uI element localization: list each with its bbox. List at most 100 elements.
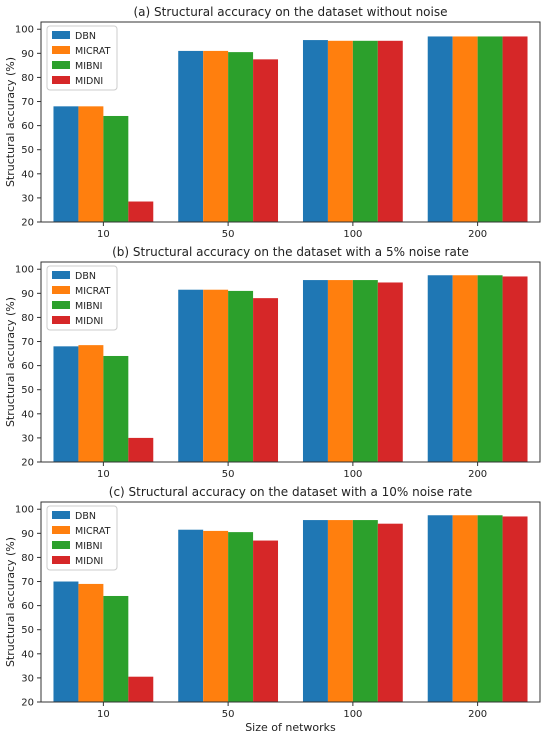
legend-label-midni: MIDNI bbox=[75, 316, 103, 327]
legend-swatch-midni bbox=[52, 76, 70, 84]
legend-label-midni: MIDNI bbox=[75, 556, 103, 567]
bar-midni-10 bbox=[128, 437, 154, 462]
legend-label-micrat: MICRAT bbox=[75, 526, 111, 537]
y-tick-label: 60 bbox=[21, 121, 34, 132]
y-tick-label: 90 bbox=[21, 289, 34, 300]
y-tick-label: 30 bbox=[21, 193, 34, 204]
legend-label-midni: MIDNI bbox=[75, 76, 103, 87]
bar-micrat-200 bbox=[452, 515, 478, 702]
legend-swatch-micrat bbox=[52, 46, 70, 54]
y-tick-label: 100 bbox=[15, 265, 34, 276]
bar-mibni-100 bbox=[352, 520, 378, 702]
bar-micrat-10 bbox=[78, 345, 104, 462]
y-tick-label: 30 bbox=[21, 433, 34, 444]
legend-label-mibni: MIBNI bbox=[75, 301, 102, 312]
y-tick-label: 70 bbox=[21, 577, 34, 588]
y-tick-label: 20 bbox=[21, 218, 34, 229]
bar-mibni-100 bbox=[352, 280, 378, 462]
legend-swatch-dbn bbox=[52, 271, 70, 279]
bar-micrat-200 bbox=[452, 275, 478, 462]
y-tick-label: 90 bbox=[21, 529, 34, 540]
bar-midni-50 bbox=[253, 59, 279, 222]
legend-swatch-mibni bbox=[52, 541, 70, 549]
x-tick-label: 10 bbox=[97, 709, 110, 720]
x-tick-label: 200 bbox=[468, 469, 487, 480]
bar-micrat-50 bbox=[203, 289, 229, 462]
legend-box bbox=[46, 25, 118, 91]
x-tick-label: 50 bbox=[222, 469, 235, 480]
bar-micrat-100 bbox=[327, 40, 353, 222]
plot-frame bbox=[40, 21, 541, 223]
y-tick-label: 20 bbox=[21, 698, 34, 709]
chart-title: (b) Structural accuracy on the dataset w… bbox=[112, 245, 469, 259]
y-tick-label: 80 bbox=[21, 313, 34, 324]
y-tick-label: 30 bbox=[21, 673, 34, 684]
bar-mibni-200 bbox=[477, 36, 503, 223]
bar-midni-100 bbox=[377, 40, 403, 222]
legend-swatch-micrat bbox=[52, 286, 70, 294]
y-tick-label: 80 bbox=[21, 73, 34, 84]
y-tick-label: 70 bbox=[21, 97, 34, 108]
y-axis-label: Structural accuracy (%) bbox=[4, 297, 17, 427]
y-tick-label: 70 bbox=[21, 337, 34, 348]
legend-label-dbn: DBN bbox=[75, 31, 96, 42]
bar-mibni-10 bbox=[103, 115, 129, 222]
bar-midni-50 bbox=[253, 298, 279, 462]
bar-mibni-10 bbox=[103, 595, 129, 702]
bar-micrat-10 bbox=[78, 106, 104, 222]
bar-micrat-100 bbox=[327, 280, 353, 462]
legend-swatch-mibni bbox=[52, 301, 70, 309]
chart-panel-2: (b) Structural accuracy on the dataset w… bbox=[4, 245, 541, 480]
y-tick-label: 60 bbox=[21, 361, 34, 372]
legend-label-mibni: MIBNI bbox=[75, 61, 102, 72]
y-tick-label: 50 bbox=[21, 385, 34, 396]
bar-micrat-50 bbox=[203, 530, 229, 702]
legend: DBN MICRAT MIBNI MIDNI bbox=[46, 265, 118, 331]
y-axis-label: Structural accuracy (%) bbox=[4, 57, 17, 187]
bar-midni-200 bbox=[502, 516, 528, 702]
bar-dbn-50 bbox=[178, 529, 204, 702]
x-tick-label: 200 bbox=[468, 709, 487, 720]
legend-swatch-midni bbox=[52, 556, 70, 564]
y-tick-label: 100 bbox=[15, 505, 34, 516]
x-tick-label: 10 bbox=[97, 469, 110, 480]
legend-label-mibni: MIBNI bbox=[75, 541, 102, 552]
legend: DBN MICRAT MIBNI MIDNI bbox=[46, 505, 118, 571]
bar-micrat-100 bbox=[327, 520, 353, 702]
bar-dbn-100 bbox=[302, 280, 328, 462]
bar-mibni-50 bbox=[228, 290, 254, 462]
legend-swatch-dbn bbox=[52, 511, 70, 519]
bar-micrat-10 bbox=[78, 583, 104, 702]
bar-midni-100 bbox=[377, 523, 403, 702]
bar-mibni-200 bbox=[477, 515, 503, 702]
y-tick-label: 20 bbox=[21, 458, 34, 469]
y-axis-label: Structural accuracy (%) bbox=[4, 537, 17, 667]
chart-panel-1: (a) Structural accuracy on the dataset w… bbox=[4, 5, 541, 240]
bar-mibni-50 bbox=[228, 52, 254, 222]
bar-dbn-50 bbox=[178, 50, 204, 222]
bar-midni-100 bbox=[377, 282, 403, 462]
bar-mibni-50 bbox=[228, 532, 254, 702]
bar-dbn-200 bbox=[427, 36, 453, 223]
plot-frame bbox=[40, 261, 541, 463]
bar-mibni-10 bbox=[103, 355, 129, 462]
bar-micrat-200 bbox=[452, 36, 478, 223]
y-tick-label: 100 bbox=[15, 25, 34, 36]
legend-box bbox=[46, 265, 118, 331]
bar-midni-200 bbox=[502, 36, 528, 223]
chart-panel-3: (c) Structural accuracy on the dataset w… bbox=[4, 485, 541, 734]
legend-label-micrat: MICRAT bbox=[75, 286, 111, 297]
x-tick-label: 100 bbox=[343, 469, 362, 480]
bar-dbn-10 bbox=[53, 106, 79, 222]
legend-box bbox=[46, 505, 118, 571]
legend-swatch-mibni bbox=[52, 61, 70, 69]
x-tick-label: 100 bbox=[343, 229, 362, 240]
y-tick-label: 40 bbox=[21, 649, 34, 660]
legend-label-dbn: DBN bbox=[75, 271, 96, 282]
legend: DBN MICRAT MIBNI MIDNI bbox=[46, 25, 118, 91]
chart-title: (a) Structural accuracy on the dataset w… bbox=[134, 5, 448, 19]
bar-midni-50 bbox=[253, 540, 279, 702]
bar-dbn-200 bbox=[427, 275, 453, 462]
x-tick-label: 100 bbox=[343, 709, 362, 720]
